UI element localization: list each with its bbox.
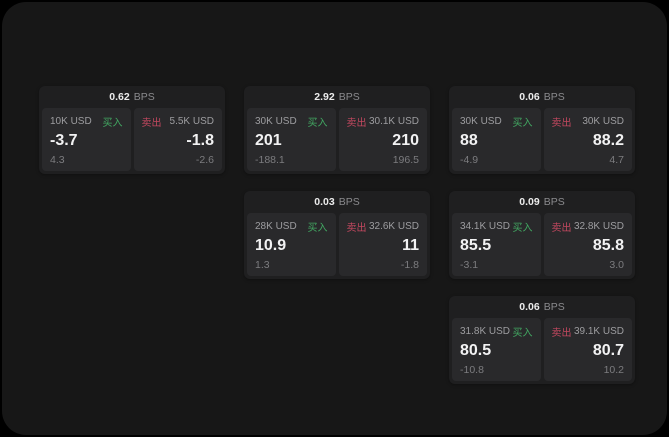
buy-panel[interactable]: 30K USD 买入 88 -4.9	[452, 108, 541, 171]
sell-price: 88.2	[592, 132, 624, 150]
sell-amount-label: 32.6K USD	[368, 221, 419, 232]
buy-amount-label: 10K USD	[50, 116, 92, 127]
sell-sub-value: -1.8	[400, 258, 419, 271]
buy-side-label: 买入	[512, 118, 533, 129]
sell-panel[interactable]: 卖出 39.1K USD 80.7 10.2	[543, 318, 632, 381]
buy-price: 80.5	[460, 342, 492, 360]
buy-panel[interactable]: 31.8K USD 买入 80.5 -10.8	[452, 318, 541, 381]
quotes-grid: 0.62 BPS 10K USD 买入 -3.7 4.3 卖出 5.5K USD	[39, 86, 635, 384]
sell-sub-value: 3.0	[609, 258, 624, 271]
quote-card: 0.62 BPS 10K USD 买入 -3.7 4.3 卖出 5.5K USD	[39, 86, 225, 174]
quote-panels: 30K USD 买入 201 -188.1 卖出 30.1K USD 210 1…	[244, 108, 430, 174]
bps-value: 0.06	[519, 91, 540, 103]
sell-panel[interactable]: 卖出 30.1K USD 210 196.5	[338, 108, 427, 171]
bps-value: 0.06	[519, 301, 540, 313]
buy-price: 201	[255, 132, 282, 150]
buy-panel[interactable]: 34.1K USD 买入 85.5 -3.1	[452, 213, 541, 276]
bps-value: 2.92	[314, 91, 335, 103]
sell-amount-label: 39.1K USD	[573, 326, 624, 337]
buy-side-label: 买入	[102, 118, 123, 129]
buy-panel[interactable]: 28K USD 买入 10.9 1.3	[247, 213, 336, 276]
buy-side-label: 买入	[307, 223, 328, 234]
card-header: 0.03 BPS	[244, 191, 430, 213]
buy-sub-value: 4.3	[50, 153, 65, 166]
sell-side-label: 卖出	[551, 223, 572, 234]
buy-panel[interactable]: 10K USD 买入 -3.7 4.3	[42, 108, 131, 171]
bps-unit-label: BPS	[133, 91, 155, 103]
buy-amount-label: 31.8K USD	[460, 326, 511, 337]
bps-unit-label: BPS	[338, 91, 360, 103]
bps-unit-label: BPS	[543, 91, 565, 103]
sell-price: 85.8	[592, 237, 624, 255]
sell-side-label: 卖出	[551, 118, 572, 129]
bps-unit-label: BPS	[543, 301, 565, 313]
buy-amount-label: 30K USD	[255, 116, 297, 127]
quote-panels: 34.1K USD 买入 85.5 -3.1 卖出 32.8K USD 85.8…	[449, 213, 635, 279]
buy-amount-label: 30K USD	[460, 116, 502, 127]
sell-amount-label: 30.1K USD	[368, 116, 419, 127]
buy-sub-value: -10.8	[460, 363, 484, 376]
buy-price: 88	[460, 132, 478, 150]
buy-sub-value: 1.3	[255, 258, 270, 271]
buy-panel[interactable]: 30K USD 买入 201 -188.1	[247, 108, 336, 171]
buy-sub-value: -188.1	[255, 153, 285, 166]
card-header: 0.06 BPS	[449, 86, 635, 108]
bps-value: 0.03	[314, 196, 335, 208]
quote-card: 0.06 BPS 30K USD 买入 88 -4.9 卖出 30K USD	[449, 86, 635, 174]
card-header: 2.92 BPS	[244, 86, 430, 108]
sell-price: -1.8	[186, 132, 214, 150]
sell-panel[interactable]: 卖出 30K USD 88.2 4.7	[543, 108, 632, 171]
sell-price: 210	[392, 132, 419, 150]
quote-panels: 10K USD 买入 -3.7 4.3 卖出 5.5K USD -1.8 -2.…	[39, 108, 225, 174]
buy-side-label: 买入	[512, 223, 533, 234]
sell-sub-value: 196.5	[392, 153, 419, 166]
sell-side-label: 卖出	[141, 118, 162, 129]
bps-value: 0.62	[109, 91, 130, 103]
bps-unit-label: BPS	[338, 196, 360, 208]
quote-panels: 30K USD 买入 88 -4.9 卖出 30K USD 88.2 4.7	[449, 108, 635, 174]
buy-price: -3.7	[50, 132, 78, 150]
buy-price: 10.9	[255, 237, 287, 255]
buy-side-label: 买入	[307, 118, 328, 129]
sell-side-label: 卖出	[346, 223, 367, 234]
sell-amount-label: 30K USD	[582, 116, 624, 127]
sell-sub-value: 4.7	[609, 153, 624, 166]
quote-card: 2.92 BPS 30K USD 买入 201 -188.1 卖出 30.1K …	[244, 86, 430, 174]
buy-amount-label: 28K USD	[255, 221, 297, 232]
sell-amount-label: 5.5K USD	[169, 116, 214, 127]
quote-card: 0.09 BPS 34.1K USD 买入 85.5 -3.1 卖出 32.8K…	[449, 191, 635, 279]
sell-sub-value: -2.6	[195, 153, 214, 166]
buy-sub-value: -3.1	[460, 258, 479, 271]
buy-price: 85.5	[460, 237, 492, 255]
card-header: 0.09 BPS	[449, 191, 635, 213]
card-header: 0.06 BPS	[449, 296, 635, 318]
buy-side-label: 买入	[512, 328, 533, 339]
sell-price: 11	[402, 237, 419, 255]
quote-card: 0.03 BPS 28K USD 买入 10.9 1.3 卖出 32.6K US…	[244, 191, 430, 279]
sell-side-label: 卖出	[551, 328, 572, 339]
buy-sub-value: -4.9	[460, 153, 479, 166]
sell-panel[interactable]: 卖出 5.5K USD -1.8 -2.6	[133, 108, 222, 171]
card-header: 0.62 BPS	[39, 86, 225, 108]
sell-panel[interactable]: 卖出 32.6K USD 11 -1.8	[338, 213, 427, 276]
quote-card: 0.06 BPS 31.8K USD 买入 80.5 -10.8 卖出 39.1…	[449, 296, 635, 384]
buy-amount-label: 34.1K USD	[460, 221, 511, 232]
sell-panel[interactable]: 卖出 32.8K USD 85.8 3.0	[543, 213, 632, 276]
bps-value: 0.09	[519, 196, 540, 208]
sell-side-label: 卖出	[346, 118, 367, 129]
sell-amount-label: 32.8K USD	[573, 221, 624, 232]
quote-panels: 31.8K USD 买入 80.5 -10.8 卖出 39.1K USD 80.…	[449, 318, 635, 384]
sell-price: 80.7	[592, 342, 624, 360]
sell-sub-value: 10.2	[603, 363, 624, 376]
bps-unit-label: BPS	[543, 196, 565, 208]
quote-panels: 28K USD 买入 10.9 1.3 卖出 32.6K USD 11 -1.8	[244, 213, 430, 279]
